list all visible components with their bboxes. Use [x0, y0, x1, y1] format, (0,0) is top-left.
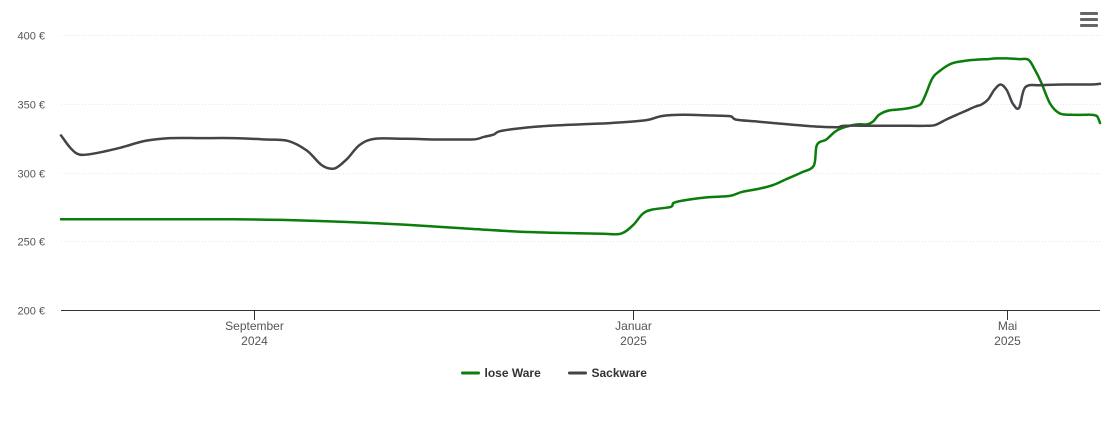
plot-area	[59, 57, 1102, 236]
menu-bar-3	[1080, 24, 1098, 27]
legend: lose Ware Sackware	[461, 366, 648, 380]
grid-lines	[61, 35, 1100, 242]
y-tick-label: 300 €	[17, 169, 45, 181]
series-line-lose-ware	[59, 57, 1102, 236]
x-tick-sublabel: 2025	[994, 334, 1021, 348]
y-axis: 200 € 250 € 300 € 350 € 400 €	[17, 31, 45, 318]
y-tick-label: 200 €	[17, 306, 45, 318]
chart-menu-icon[interactable]	[1078, 12, 1100, 32]
legend-label-lose-ware: lose Ware	[485, 366, 542, 380]
x-tick-label: September	[225, 319, 284, 333]
menu-bar-1	[1080, 12, 1098, 15]
x-tick-label: Mai	[998, 319, 1017, 333]
legend-label-sackware: Sackware	[592, 366, 648, 380]
y-tick-label: 250 €	[17, 237, 45, 249]
y-tick-label: 400 €	[17, 31, 45, 43]
series-line-sackware	[59, 82, 1102, 171]
x-tick-label: Januar	[615, 319, 652, 333]
y-tick-label: 350 €	[17, 100, 45, 112]
x-tick-sublabel: 2025	[620, 334, 647, 348]
x-tick-sublabel: 2024	[241, 334, 268, 348]
menu-bar-2	[1080, 18, 1098, 21]
